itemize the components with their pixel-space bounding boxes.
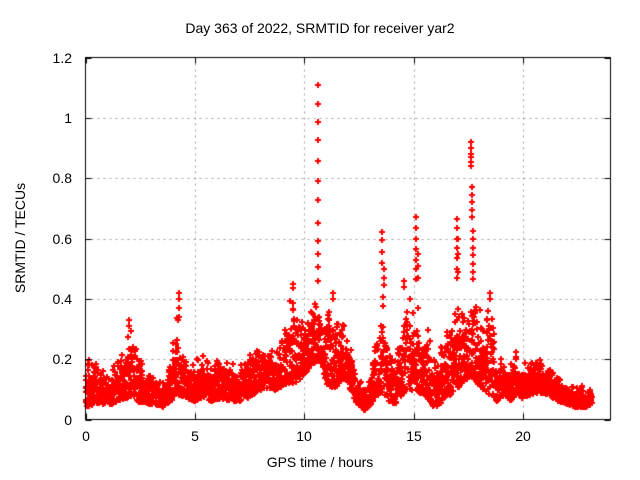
y-tick-label: 0.2: [52, 351, 72, 367]
x-tick-label: 10: [296, 428, 312, 444]
y-tick-label: 0.8: [52, 170, 72, 186]
y-tick-label: 0.6: [52, 231, 72, 247]
y-tick-label: 0.4: [52, 291, 72, 307]
x-tick-label: 5: [191, 428, 199, 444]
x-tick-label: 0: [82, 428, 90, 444]
y-tick-label: 1.2: [52, 50, 72, 66]
y-tick-label: 1: [64, 110, 72, 126]
x-tick-label: 15: [406, 428, 422, 444]
chart-title: Day 363 of 2022, SRMTID for receiver yar…: [185, 20, 455, 36]
y-tick-label: 0: [64, 412, 72, 428]
x-tick-label: 20: [515, 428, 531, 444]
x-axis-title: GPS time / hours: [266, 454, 374, 470]
